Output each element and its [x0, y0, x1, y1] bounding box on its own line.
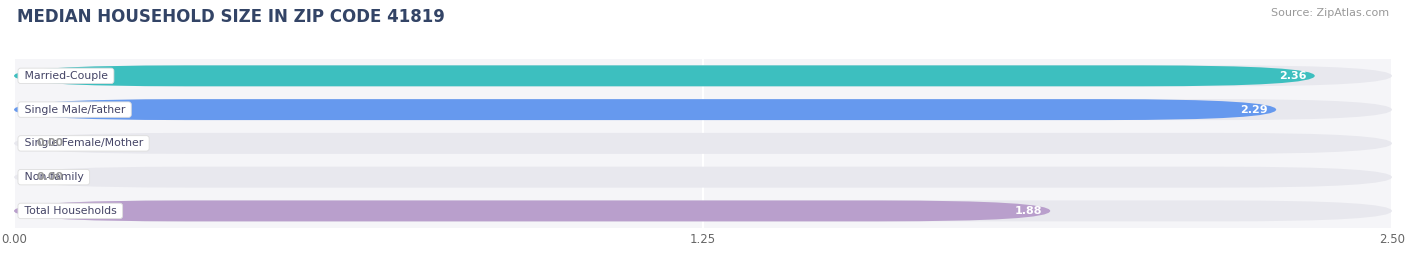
- FancyBboxPatch shape: [14, 167, 1392, 188]
- Text: 0.00: 0.00: [37, 172, 63, 182]
- Text: Married-Couple: Married-Couple: [21, 71, 111, 81]
- FancyBboxPatch shape: [14, 99, 1277, 120]
- FancyBboxPatch shape: [14, 133, 1392, 154]
- Text: Single Male/Father: Single Male/Father: [21, 105, 128, 115]
- Text: Non-family: Non-family: [21, 172, 87, 182]
- FancyBboxPatch shape: [14, 99, 1392, 120]
- Text: Source: ZipAtlas.com: Source: ZipAtlas.com: [1271, 8, 1389, 18]
- Text: 1.88: 1.88: [1015, 206, 1042, 216]
- Text: 0.00: 0.00: [37, 138, 63, 148]
- Text: MEDIAN HOUSEHOLD SIZE IN ZIP CODE 41819: MEDIAN HOUSEHOLD SIZE IN ZIP CODE 41819: [17, 8, 444, 26]
- Text: Single Female/Mother: Single Female/Mother: [21, 138, 146, 148]
- FancyBboxPatch shape: [14, 65, 1315, 86]
- FancyBboxPatch shape: [14, 200, 1050, 221]
- FancyBboxPatch shape: [14, 200, 1392, 221]
- Text: 2.36: 2.36: [1279, 71, 1306, 81]
- Text: 2.29: 2.29: [1240, 105, 1268, 115]
- Text: Total Households: Total Households: [21, 206, 120, 216]
- FancyBboxPatch shape: [14, 65, 1392, 86]
